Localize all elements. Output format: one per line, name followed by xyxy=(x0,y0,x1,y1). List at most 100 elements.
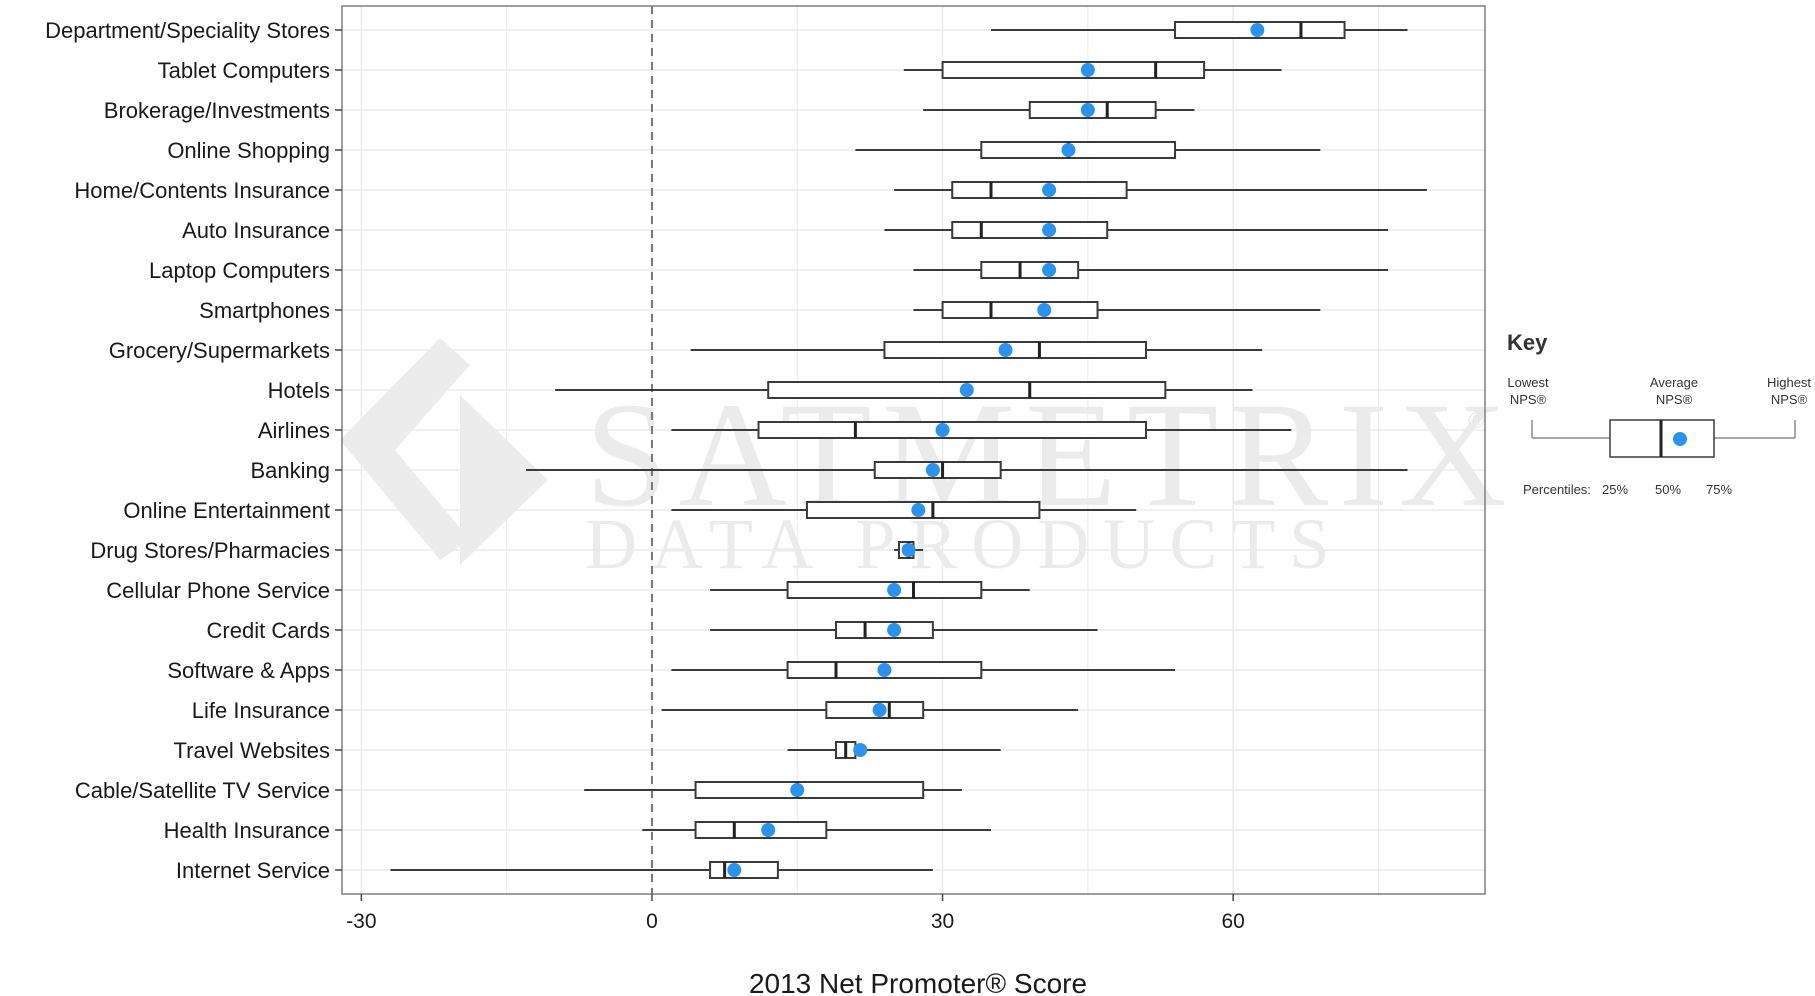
iqr-box xyxy=(786,581,983,599)
box-group xyxy=(787,741,1001,759)
category-label: Drug Stores/Pharmacies xyxy=(90,538,330,563)
iqr-box xyxy=(757,421,1147,439)
category-label: Home/Contents Insurance xyxy=(74,178,330,203)
mean-point xyxy=(998,343,1013,357)
box-group xyxy=(390,861,933,879)
watermark-logo-shape xyxy=(340,338,470,560)
category-label: Online Entertainment xyxy=(123,498,330,523)
mean-point xyxy=(1061,143,1076,157)
mean-point xyxy=(727,863,742,877)
box-group xyxy=(671,661,1176,679)
mean-point xyxy=(911,503,926,517)
category-label: Airlines xyxy=(258,418,330,443)
x-tick-label: 60 xyxy=(1221,910,1244,933)
box-group xyxy=(555,381,1253,399)
box-group xyxy=(671,421,1292,439)
iqr-box xyxy=(694,781,925,799)
category-label: Credit Cards xyxy=(207,618,330,643)
key-mean-point xyxy=(1673,432,1687,446)
key-p25: 25% xyxy=(1602,482,1628,497)
mean-point xyxy=(1080,103,1095,117)
box-group xyxy=(903,61,1282,79)
mean-point xyxy=(935,423,950,437)
mean-point xyxy=(1042,263,1057,277)
box-group xyxy=(584,781,962,799)
iqr-box xyxy=(951,181,1128,199)
category-label: Tablet Computers xyxy=(158,58,330,83)
iqr-box xyxy=(941,61,1206,79)
box-group xyxy=(894,181,1427,199)
mean-point xyxy=(1042,183,1057,197)
box-group xyxy=(894,541,924,559)
category-label: Online Shopping xyxy=(167,138,330,163)
x-axis-label: 2013 Net Promoter® Score xyxy=(749,968,1087,996)
legend-key: Key Lowest NPS® Average NPS® Highest NPS… xyxy=(1507,330,1811,497)
mean-point xyxy=(925,463,940,477)
mean-point xyxy=(959,383,974,397)
x-tick-label: -30 xyxy=(346,910,376,933)
key-average-line1: Average xyxy=(1650,375,1698,390)
mean-point xyxy=(877,663,892,677)
key-title: Key xyxy=(1507,330,1548,355)
iqr-box xyxy=(883,341,1147,359)
mean-point xyxy=(1250,23,1265,37)
axes: Department/Speciality Stores Tablet Compu… xyxy=(45,5,1486,933)
watermark-registered: ® xyxy=(1468,408,1484,433)
key-p50: 50% xyxy=(1655,482,1681,497)
mean-point xyxy=(872,703,887,717)
category-label: Brokerage/Investments xyxy=(104,98,330,123)
box-group xyxy=(855,141,1321,159)
box-group xyxy=(710,621,1098,639)
category-label: Auto Insurance xyxy=(182,218,330,243)
iqr-box xyxy=(980,261,1080,279)
plot-area xyxy=(390,6,1427,894)
mean-point xyxy=(1037,303,1052,317)
category-label: Grocery/Supermarkets xyxy=(109,338,330,363)
category-label: Laptop Computers xyxy=(149,258,330,283)
key-p75: 75% xyxy=(1706,482,1732,497)
mean-point xyxy=(901,543,916,557)
box-group xyxy=(671,501,1137,519)
box-group xyxy=(710,581,1030,599)
mean-point xyxy=(1080,63,1095,77)
iqr-box xyxy=(951,221,1109,239)
category-label: Internet Service xyxy=(176,858,330,883)
iqr-box xyxy=(709,861,779,879)
box-group xyxy=(913,301,1321,319)
key-lowest-line2: NPS® xyxy=(1510,392,1547,407)
category-label: Banking xyxy=(250,458,330,483)
key-highest-line2: NPS® xyxy=(1771,392,1808,407)
category-label: Smartphones xyxy=(199,298,330,323)
box-group xyxy=(990,21,1408,39)
category-label: Health Insurance xyxy=(164,818,330,843)
plot-border xyxy=(341,5,1486,895)
box-group xyxy=(913,261,1389,279)
category-label: Department/Speciality Stores xyxy=(45,18,330,43)
mean-point xyxy=(761,823,776,837)
iqr-box xyxy=(694,821,828,839)
category-label: Life Insurance xyxy=(192,698,330,723)
mean-point xyxy=(1042,223,1057,237)
x-tick-label: 0 xyxy=(646,910,658,933)
iqr-box xyxy=(941,301,1099,319)
mean-point xyxy=(887,623,902,637)
box-group xyxy=(690,341,1263,359)
iqr-box xyxy=(980,141,1177,159)
box-group xyxy=(884,221,1389,239)
key-lowest-line1: Lowest xyxy=(1507,375,1549,390)
category-label: Travel Websites xyxy=(174,738,331,763)
x-tick-label: 30 xyxy=(931,910,954,933)
box-group xyxy=(923,101,1195,119)
box-group xyxy=(526,461,1408,479)
iqr-box xyxy=(835,621,934,639)
key-percentiles-label: Percentiles: xyxy=(1523,482,1591,497)
mean-point xyxy=(790,783,805,797)
mean-point xyxy=(887,583,902,597)
key-highest-line1: Highest xyxy=(1767,375,1811,390)
category-label: Software & Apps xyxy=(167,658,330,683)
mean-point xyxy=(853,743,868,757)
category-label: Hotels xyxy=(268,378,330,403)
category-label: Cable/Satellite TV Service xyxy=(75,778,330,803)
watermark-logo-shape-2 xyxy=(460,395,548,565)
